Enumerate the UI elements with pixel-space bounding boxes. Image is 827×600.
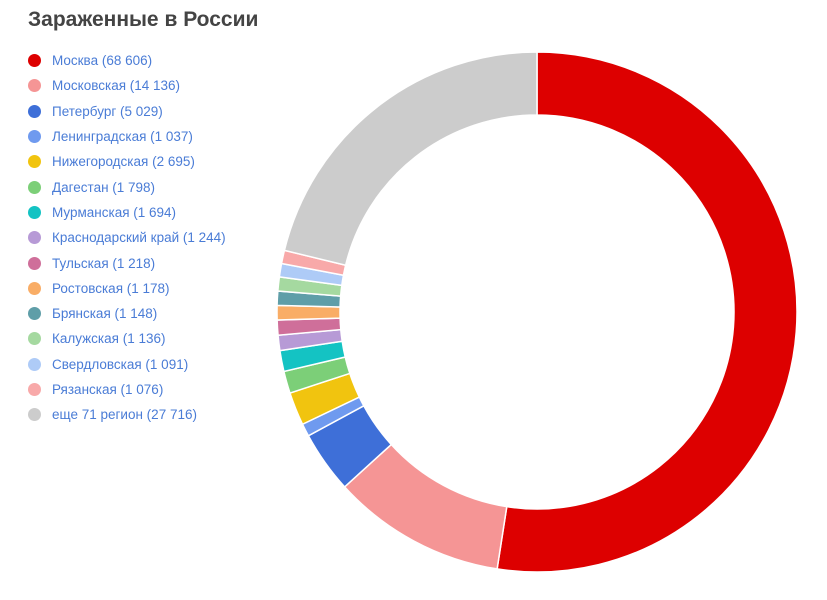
- donut-slice-0[interactable]: [496, 51, 798, 573]
- legend-swatch: [28, 155, 41, 169]
- legend-label: Ленинградская (1 037): [52, 129, 193, 145]
- legend-item[interactable]: Нижегородская (2 695): [28, 149, 226, 174]
- legend-item[interactable]: Брянская (1 148): [28, 301, 226, 326]
- legend-label: Краснодарский край (1 244): [52, 230, 226, 246]
- chart-legend: Москва (68 606) Московская (14 136) Петерб…: [28, 48, 226, 427]
- legend-item[interactable]: еще 71 регион (27 716): [28, 402, 226, 427]
- legend-item[interactable]: Москва (68 606): [28, 48, 226, 73]
- legend-item[interactable]: Московская (14 136): [28, 73, 226, 98]
- legend-swatch: [28, 104, 41, 118]
- legend-item[interactable]: Ленинградская (1 037): [28, 124, 226, 149]
- legend-item[interactable]: Рязанская (1 076): [28, 377, 226, 402]
- legend-swatch: [28, 205, 41, 219]
- legend-label: Рязанская (1 076): [52, 382, 164, 397]
- legend-swatch: [28, 332, 41, 346]
- legend-item[interactable]: Тульская (1 218): [28, 250, 226, 275]
- donut-slice-14[interactable]: [283, 51, 538, 267]
- legend-label: Калужская (1 136): [52, 331, 166, 347]
- legend-swatch: [28, 383, 41, 396]
- legend-label: еще 71 регион (27 716): [52, 407, 197, 423]
- legend-label: Ростовская (1 178): [52, 280, 170, 296]
- chart-title: Зараженные в России: [28, 8, 259, 31]
- legend-label: Брянская (1 148): [52, 306, 158, 322]
- legend-label: Тульская (1 218): [52, 255, 156, 271]
- legend-swatch: [28, 79, 41, 93]
- legend-swatch: [28, 231, 41, 245]
- legend-label: Дагестан (1 798): [52, 179, 156, 195]
- donut-slice-9[interactable]: [276, 304, 341, 321]
- legend-swatch: [28, 357, 41, 371]
- legend-label: Мурманская (1 694): [52, 204, 177, 220]
- legend-swatch: [28, 130, 41, 144]
- legend-swatch: [28, 281, 41, 295]
- legend-label: Московская (14 136): [52, 78, 181, 94]
- legend-swatch: [28, 180, 41, 194]
- legend-item[interactable]: Свердловская (1 091): [28, 352, 226, 377]
- legend-item[interactable]: Краснодарский край (1 244): [28, 225, 226, 250]
- legend-item[interactable]: Ростовская (1 178): [28, 276, 226, 301]
- legend-swatch: [28, 256, 41, 270]
- legend-label: Нижегородская (2 695): [52, 154, 195, 170]
- legend-label: Москва (68 606): [52, 53, 153, 69]
- legend-swatch: [28, 54, 41, 68]
- legend-label: Петербург (5 029): [52, 103, 163, 119]
- legend-swatch: [28, 408, 41, 422]
- legend-item[interactable]: Петербург (5 029): [28, 99, 226, 124]
- legend-item[interactable]: Мурманская (1 694): [28, 200, 226, 225]
- legend-item[interactable]: Дагестан (1 798): [28, 174, 226, 199]
- legend-item[interactable]: Калужская (1 136): [28, 326, 226, 351]
- legend-swatch: [28, 307, 41, 321]
- legend-label: Свердловская (1 091): [52, 356, 189, 372]
